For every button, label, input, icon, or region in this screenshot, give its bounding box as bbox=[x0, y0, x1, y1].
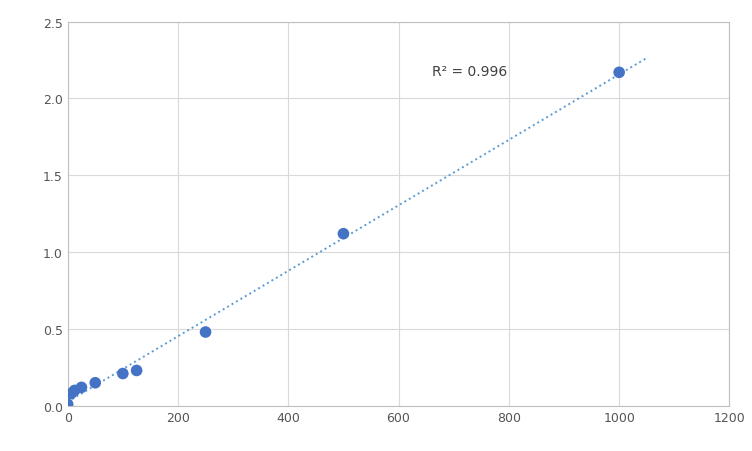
Point bbox=[65, 390, 77, 397]
Point bbox=[68, 387, 80, 394]
Point bbox=[131, 367, 143, 374]
Text: R² = 0.996: R² = 0.996 bbox=[432, 64, 507, 78]
Point bbox=[613, 69, 625, 77]
Point bbox=[62, 401, 74, 408]
Point bbox=[117, 370, 129, 377]
Point bbox=[89, 379, 102, 387]
Point bbox=[199, 329, 211, 336]
Point bbox=[75, 384, 87, 391]
Point bbox=[338, 230, 350, 238]
